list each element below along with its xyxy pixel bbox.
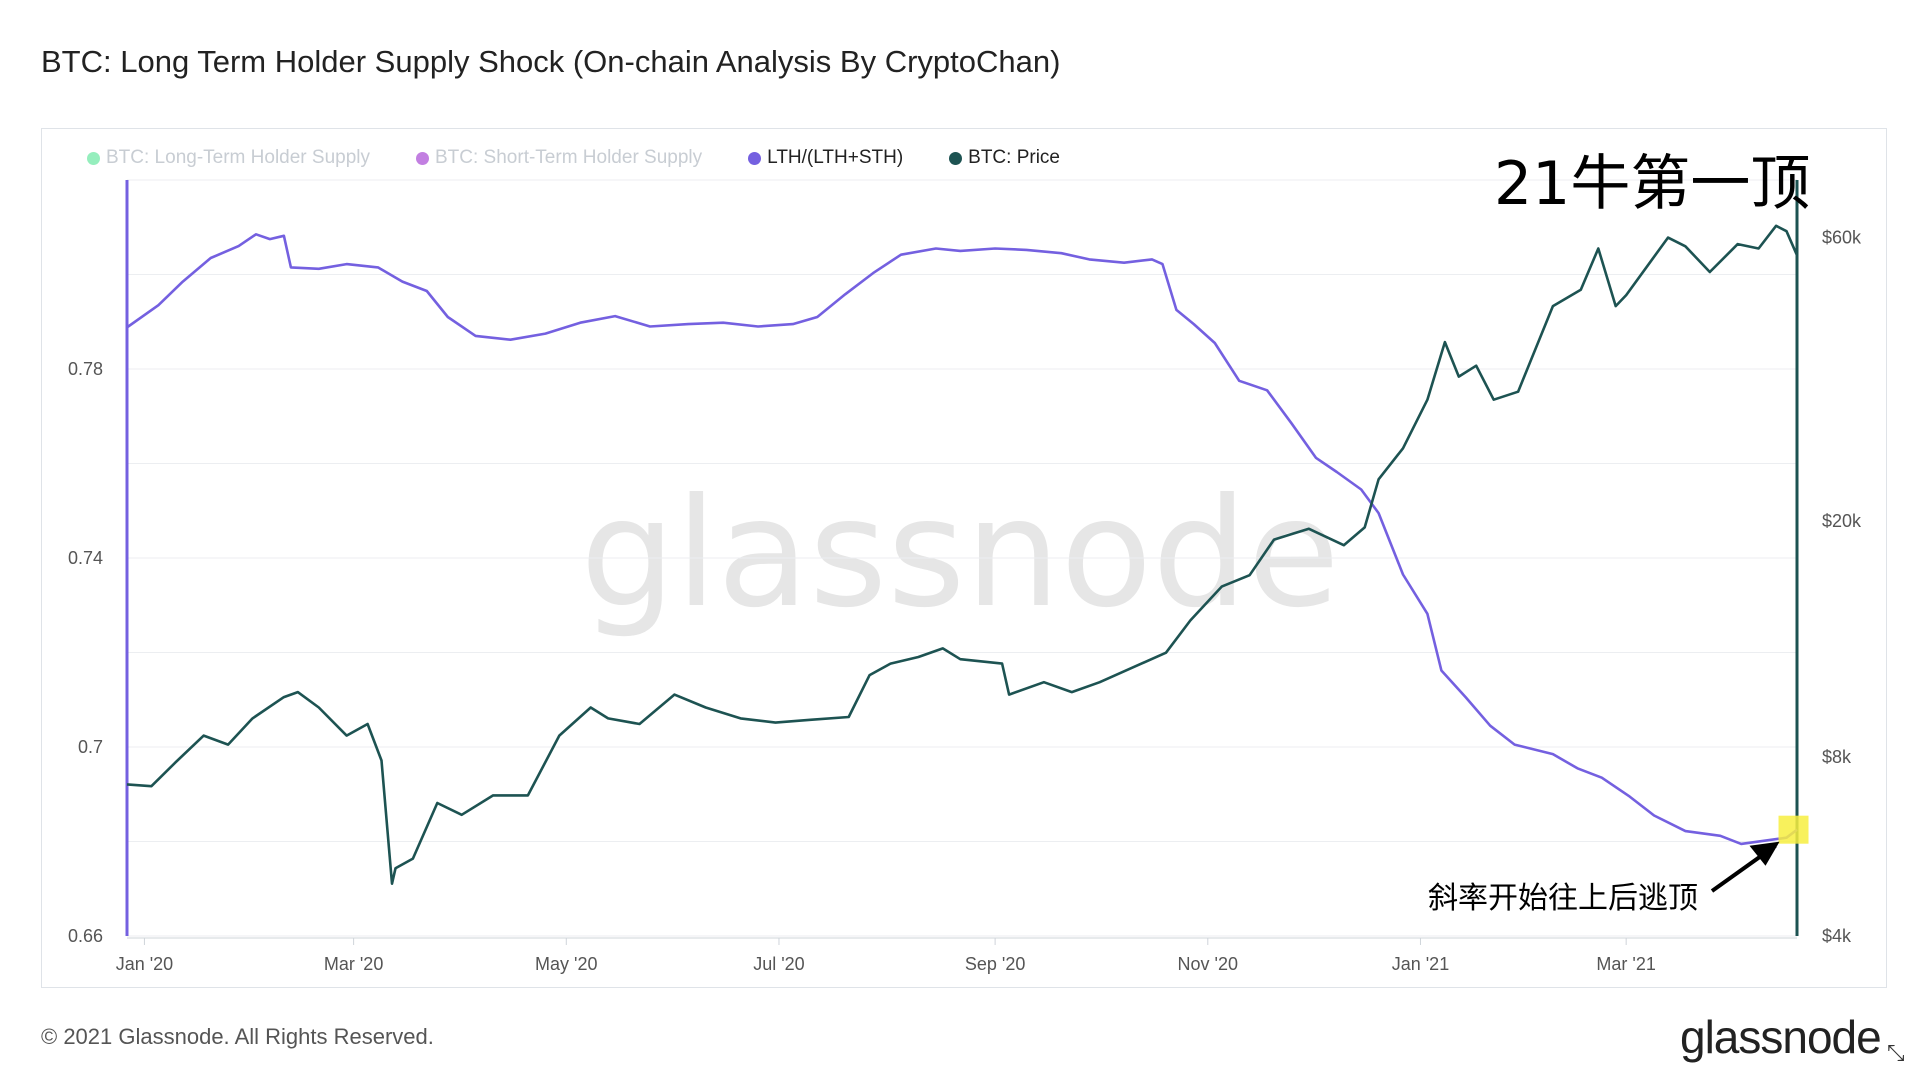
x-tick-label: May '20 <box>535 954 597 974</box>
highlight-marker <box>1778 815 1809 844</box>
chart-legend: BTC: Long-Term Holder Supply BTC: Short-… <box>87 147 1060 169</box>
x-tick-label: Jan '21 <box>1392 954 1449 974</box>
legend-item-ratio[interactable]: LTH/(LTH+STH) <box>748 147 903 169</box>
y-axis-left: 0.66 0.7 0.74 0.78 <box>68 180 129 946</box>
legend-item-sth-supply[interactable]: BTC: Short-Term Holder Supply <box>416 147 702 169</box>
annotation-arrow <box>1710 841 1780 893</box>
legend-item-lth-supply[interactable]: BTC: Long-Term Holder Supply <box>87 147 370 169</box>
footer-logo: glassnode <box>1680 1011 1882 1063</box>
page-title: BTC: Long Term Holder Supply Shock (On-c… <box>41 44 1061 79</box>
x-tick-label: Mar '20 <box>324 954 383 974</box>
y-right-tick-label: $4k <box>1822 926 1852 946</box>
watermark-text: glassnode <box>580 467 1339 641</box>
y-left-tick-label: 0.74 <box>68 548 103 568</box>
y-left-tick-label: 0.7 <box>78 737 103 757</box>
footer-copyright: © 2021 Glassnode. All Rights Reserved. <box>41 1024 434 1049</box>
y-right-tick-label: $8k <box>1822 747 1852 767</box>
grid-lines <box>127 179 1797 937</box>
x-tick-label: Jan '20 <box>116 954 173 974</box>
x-tick-label: Jul '20 <box>753 954 804 974</box>
y-right-tick-label: $60k <box>1822 228 1862 248</box>
y-left-tick-label: 0.78 <box>68 359 103 379</box>
series-line-ratio <box>126 233 1798 846</box>
chart-frame <box>41 128 1887 988</box>
x-axis: Jan '20 Mar '20 May '20 Jul '20 Sep '20 Nov '… <box>116 937 1797 974</box>
legend-label: LTH/(LTH+STH) <box>767 147 904 168</box>
y-right-tick-label: $20k <box>1822 511 1862 531</box>
annotation-top: 21牛第一顶 <box>1494 149 1811 219</box>
legend-label: BTC: Long-Term Holder Supply <box>106 147 370 168</box>
x-tick-label: Nov '20 <box>1178 954 1238 974</box>
annotation-bottom: 斜率开始往上后逃顶 <box>1428 881 1698 916</box>
series-layer <box>126 224 1809 885</box>
legend-label: BTC: Price <box>968 147 1061 168</box>
series-line-price <box>126 224 1799 885</box>
x-tick-label: Mar '21 <box>1596 954 1655 974</box>
legend-dot-icon <box>87 151 100 165</box>
x-tick-label: Sep '20 <box>965 954 1026 974</box>
legend-dot-icon <box>949 151 963 165</box>
expand-icon[interactable]: ⤡ <box>1887 1040 1905 1065</box>
legend-dot-icon <box>748 151 762 165</box>
arrow-head-icon <box>1749 841 1780 866</box>
legend-label: BTC: Short-Term Holder Supply <box>435 147 703 168</box>
y-axis-right: $4k $8k $20k $60k <box>1795 180 1862 946</box>
y-left-tick-label: 0.66 <box>68 926 103 946</box>
legend-dot-icon <box>416 151 429 165</box>
legend-item-price[interactable]: BTC: Price <box>949 147 1060 169</box>
